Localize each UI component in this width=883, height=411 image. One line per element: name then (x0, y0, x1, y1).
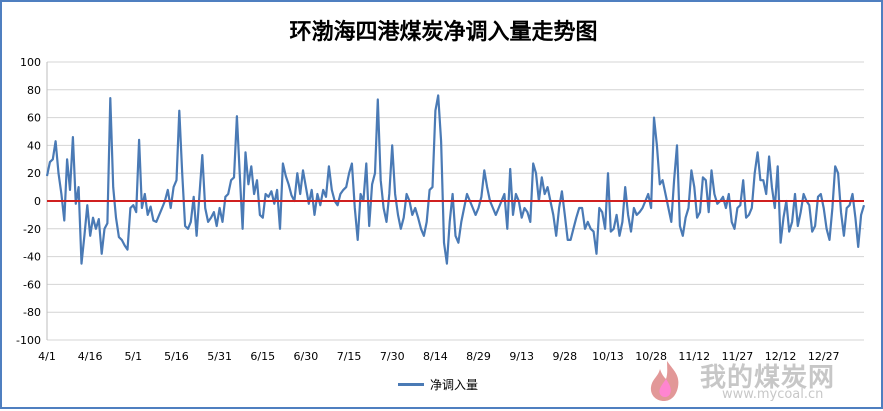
y-tick-label: -40 (23, 251, 41, 264)
x-tick-label: 12/27 (808, 350, 840, 363)
x-tick-label: 5/1 (124, 350, 142, 363)
y-tick-label: -100 (16, 334, 41, 347)
x-tick-label: 10/13 (592, 350, 624, 363)
y-tick-label: 40 (27, 139, 41, 152)
x-tick-label: 6/30 (294, 350, 319, 363)
x-tick-label: 5/16 (164, 350, 189, 363)
y-tick-label: -80 (23, 306, 41, 319)
chart-title: 环渤海四港煤炭净调入量走势图 (289, 19, 598, 45)
x-tick-label: 9/28 (552, 350, 577, 363)
y-tick-labels: 100 80 60 40 20 0 -20 -40 -60 -80 -100 (16, 56, 41, 347)
x-tick-label: 7/15 (337, 350, 362, 363)
y-tick-label: 0 (34, 195, 41, 208)
x-tick-label: 9/13 (509, 350, 534, 363)
x-tick-label: 11/12 (678, 350, 710, 363)
x-tick-label: 5/31 (207, 350, 232, 363)
x-tick-label: 6/15 (250, 350, 275, 363)
x-tick-label: 8/29 (466, 350, 491, 363)
legend-label: 净调入量 (430, 378, 479, 392)
x-tick-label: 10/28 (635, 350, 667, 363)
x-tick-labels: 4/1 4/16 5/1 5/16 5/31 6/15 6/30 7/15 7/30 8/14 8/… (38, 350, 839, 363)
x-tick-label: 7/30 (380, 350, 405, 363)
x-tick-label: 11/27 (722, 350, 754, 363)
x-tick-label: 8/14 (423, 350, 448, 363)
x-tick-label: 4/16 (78, 350, 103, 363)
y-tick-label: -20 (23, 223, 41, 236)
y-tick-label: -60 (23, 278, 41, 291)
y-tick-label: 20 (27, 167, 41, 180)
grid-layer (46, 61, 864, 341)
series-line (45, 94, 866, 265)
y-tick-label: 100 (20, 56, 41, 69)
legend: 净调入量 (398, 376, 478, 393)
x-tick-label: 12/12 (765, 350, 797, 363)
y-tick-label: 80 (27, 84, 41, 97)
y-tick-label: 60 (27, 112, 41, 125)
legend-swatch (398, 383, 424, 386)
series-layer (45, 94, 866, 265)
x-tick-label: 4/1 (38, 350, 56, 363)
